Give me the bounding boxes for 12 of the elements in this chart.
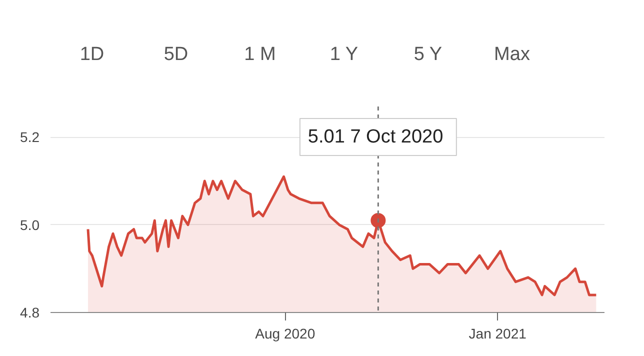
text: 1 M (243, 43, 277, 67)
y-tick-label: 5.0 (20, 216, 40, 233)
text: Max (493, 43, 531, 67)
text: 5D (162, 43, 190, 67)
x-tick-label: Aug 2020 (255, 326, 316, 342)
x-tick-label: Jan 2021 (468, 326, 527, 342)
y-tick-label: 4.8 (20, 304, 40, 320)
text: 1 Y (328, 43, 360, 67)
text: 5 Y (412, 43, 444, 67)
y-tick-label: 5.2 (20, 129, 40, 146)
ref-line-label: 5.01 7 Oct 2020 (308, 126, 444, 148)
text: 1D (78, 43, 106, 67)
